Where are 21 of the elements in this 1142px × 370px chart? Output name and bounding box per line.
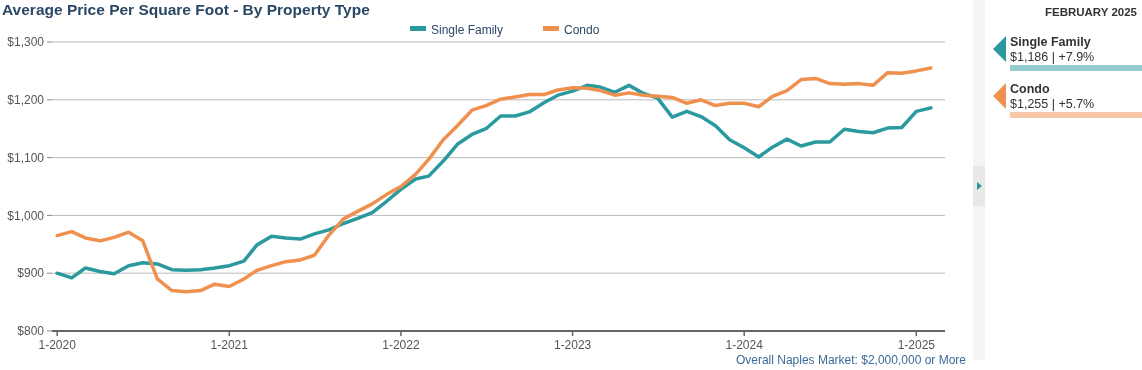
y-tick-label: $1,100: [7, 150, 45, 165]
y-tick-label: $800: [17, 324, 45, 339]
legend-label: Condo: [564, 23, 600, 38]
x-tick-label: 1-2024: [725, 338, 764, 352]
text: Overall Naples Market: $2,000,000 or More: [735, 353, 967, 367]
y-tick-label: $1,300: [7, 35, 45, 50]
text: $1,255 | +5.7%: [1010, 97, 1095, 111]
y-tick-label: $1,000: [7, 208, 45, 223]
x-tick-label: 1-2020: [38, 338, 77, 352]
x-tick-label: 1-2023: [553, 338, 592, 352]
y-tick-label: $900: [17, 266, 45, 281]
text: Single Family: [1010, 35, 1091, 49]
text: Condo: [1010, 82, 1050, 96]
text: $1,186 | +7.9%: [1010, 50, 1095, 64]
legend-label: Single Family: [431, 23, 504, 38]
y-tick-label: $1,200: [7, 93, 45, 107]
x-tick-label: 1-2025: [897, 338, 936, 352]
x-tick-label: 1-2021: [210, 338, 249, 352]
chart-title: Average Price Per Square Foot - By Property Type: [2, 1, 371, 18]
text: FEBRUARY 2025: [1044, 6, 1138, 18]
x-tick-label: 1-2022: [382, 338, 420, 352]
